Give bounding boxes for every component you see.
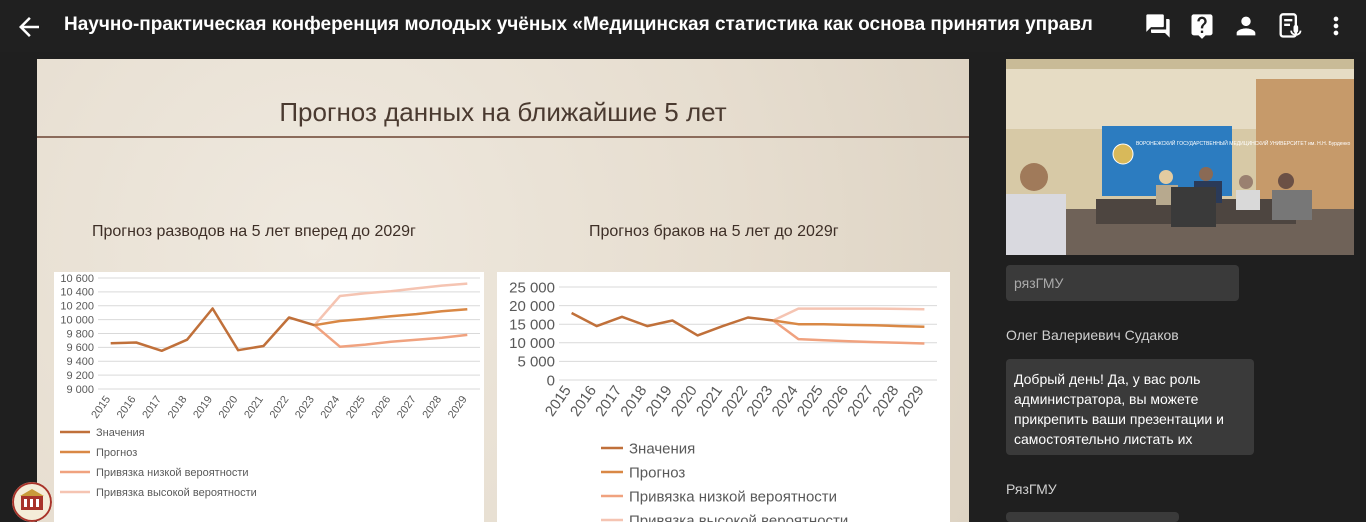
chat-message-text: Добрый день! Да, у вас роль администрато… xyxy=(1014,371,1224,447)
transcript-icon xyxy=(1279,13,1302,38)
chat-message: рязГМУ xyxy=(1006,265,1239,301)
x-tick-label: 2019 xyxy=(191,394,215,421)
y-tick-label: 10 000 xyxy=(509,335,555,352)
right-chart-title: Прогноз браков на 5 лет до 2029г xyxy=(589,223,839,240)
legend-label: Привязка высокой вероятности xyxy=(629,512,848,522)
page-title: Научно-практическая конференция молодых … xyxy=(64,14,1093,35)
x-tick-label: 2019 xyxy=(643,383,676,420)
y-tick-label: 0 xyxy=(547,372,555,389)
back-button[interactable] xyxy=(14,12,44,42)
y-tick-label: 9 400 xyxy=(66,356,94,368)
y-tick-label: 10 000 xyxy=(60,314,94,326)
legend-label: Привязка низкой вероятности xyxy=(96,467,249,479)
y-tick-label: 5 000 xyxy=(517,354,555,371)
series-line xyxy=(772,307,925,322)
more-options-button[interactable] xyxy=(1322,12,1350,40)
series-line xyxy=(773,319,925,329)
x-tick-label: 2029 xyxy=(446,394,470,421)
arrow-back-icon xyxy=(19,17,39,37)
conference-room-image: ВОРОНЕЖСКИЙ ГОСУДАРСТВЕННЫЙ МЕДИЦИНСКИЙ … xyxy=(1006,59,1354,255)
y-tick-label: 9 600 xyxy=(66,342,94,354)
x-tick-label: 2016 xyxy=(567,383,600,420)
chat-message: Добрый день! Да, у вас роль администрато… xyxy=(1006,359,1254,455)
x-tick-label: 2028 xyxy=(869,383,902,420)
x-tick-label: 2024 xyxy=(319,394,343,421)
top-bar: Научно-практическая конференция молодых … xyxy=(0,0,1366,52)
legend-label: Прогноз xyxy=(96,447,137,459)
y-tick-label: 10 600 xyxy=(60,273,94,285)
x-tick-label: 2018 xyxy=(166,394,190,421)
legend-label: Значения xyxy=(96,427,145,439)
slide-divider xyxy=(37,136,969,138)
x-tick-label: 2026 xyxy=(819,383,852,420)
x-tick-label: 2022 xyxy=(718,383,751,420)
marriages-chart: 25 000 20 000 15 000 10 000 5 000 0 2015 2016 20… xyxy=(497,272,950,522)
x-tick-label: 2018 xyxy=(617,383,650,420)
person-icon xyxy=(1236,16,1256,36)
x-tick-label: 2027 xyxy=(395,394,419,421)
divorces-chart: 10 600 10 400 10 200 10 000 9 800 9 600 9 400 9… xyxy=(54,272,484,522)
x-tick-label: 2026 xyxy=(369,394,393,421)
transcript-button[interactable] xyxy=(1276,12,1304,40)
left-chart-title: Прогноз разводов на 5 лет вперед до 2029… xyxy=(92,223,416,240)
x-tick-label: 2016 xyxy=(115,394,139,421)
x-tick-label: 2024 xyxy=(769,383,802,420)
help-icon xyxy=(1191,14,1213,39)
chat-button[interactable] xyxy=(1144,12,1172,40)
x-tick-label: 2020 xyxy=(668,383,701,420)
series-line xyxy=(313,282,468,327)
legend-label: Значения xyxy=(629,440,695,457)
x-tick-label: 2029 xyxy=(895,383,928,420)
y-tick-label: 9 800 xyxy=(66,328,94,340)
help-button[interactable] xyxy=(1188,12,1216,40)
series-line xyxy=(571,311,774,337)
x-tick-label: 2015 xyxy=(89,394,113,421)
chat-sender-name: РязГМУ xyxy=(1006,481,1057,497)
x-tick-label: 2025 xyxy=(344,394,368,421)
series-line xyxy=(772,319,925,345)
university-logo xyxy=(12,482,52,522)
x-tick-label: 2017 xyxy=(140,394,164,421)
x-tick-label: 2023 xyxy=(743,383,776,420)
y-tick-label: 25 000 xyxy=(509,279,555,296)
legend-label: Прогноз xyxy=(629,464,685,481)
y-tick-label: 9 000 xyxy=(66,384,94,396)
legend-label: Привязка низкой вероятности xyxy=(629,488,837,505)
x-tick-label: 2022 xyxy=(268,394,292,421)
x-tick-label: 2028 xyxy=(420,394,444,421)
x-tick-label: 2021 xyxy=(693,383,726,420)
presentation-slide: Прогноз данных на ближайшие 5 лет Прогно… xyxy=(37,59,969,522)
video-feed[interactable]: ВОРОНЕЖСКИЙ ГОСУДАРСТВЕННЫЙ МЕДИЦИНСКИЙ … xyxy=(1006,59,1354,255)
slide-title: Прогноз данных на ближайшие 5 лет xyxy=(279,97,727,127)
legend-label: Привязка высокой вероятности xyxy=(96,487,257,499)
chat-message xyxy=(1006,512,1179,522)
chat-message-text: рязГМУ xyxy=(1014,275,1064,291)
x-tick-label: 2025 xyxy=(794,383,827,420)
profile-button[interactable] xyxy=(1232,12,1260,40)
x-tick-label: 2027 xyxy=(844,383,877,420)
y-tick-label: 9 200 xyxy=(66,370,94,382)
series-line xyxy=(313,324,468,348)
x-tick-label: 2020 xyxy=(217,394,241,421)
x-tick-label: 2021 xyxy=(242,394,266,421)
series-line xyxy=(314,307,468,327)
x-tick-label: 2023 xyxy=(293,394,317,421)
video-banner-text: ВОРОНЕЖСКИЙ ГОСУДАРСТВЕННЫЙ МЕДИЦИНСКИЙ … xyxy=(1136,139,1351,147)
more-vert-icon xyxy=(1333,16,1339,36)
y-tick-label: 20 000 xyxy=(509,298,555,315)
chat-icon xyxy=(1146,14,1170,38)
chat-sender-name: Олег Валериевич Судаков xyxy=(1006,327,1179,343)
y-tick-label: 10 400 xyxy=(60,287,94,299)
y-tick-label: 10 200 xyxy=(60,301,94,313)
y-tick-label: 15 000 xyxy=(509,316,555,333)
series-line xyxy=(110,307,315,353)
x-tick-label: 2017 xyxy=(592,383,625,420)
